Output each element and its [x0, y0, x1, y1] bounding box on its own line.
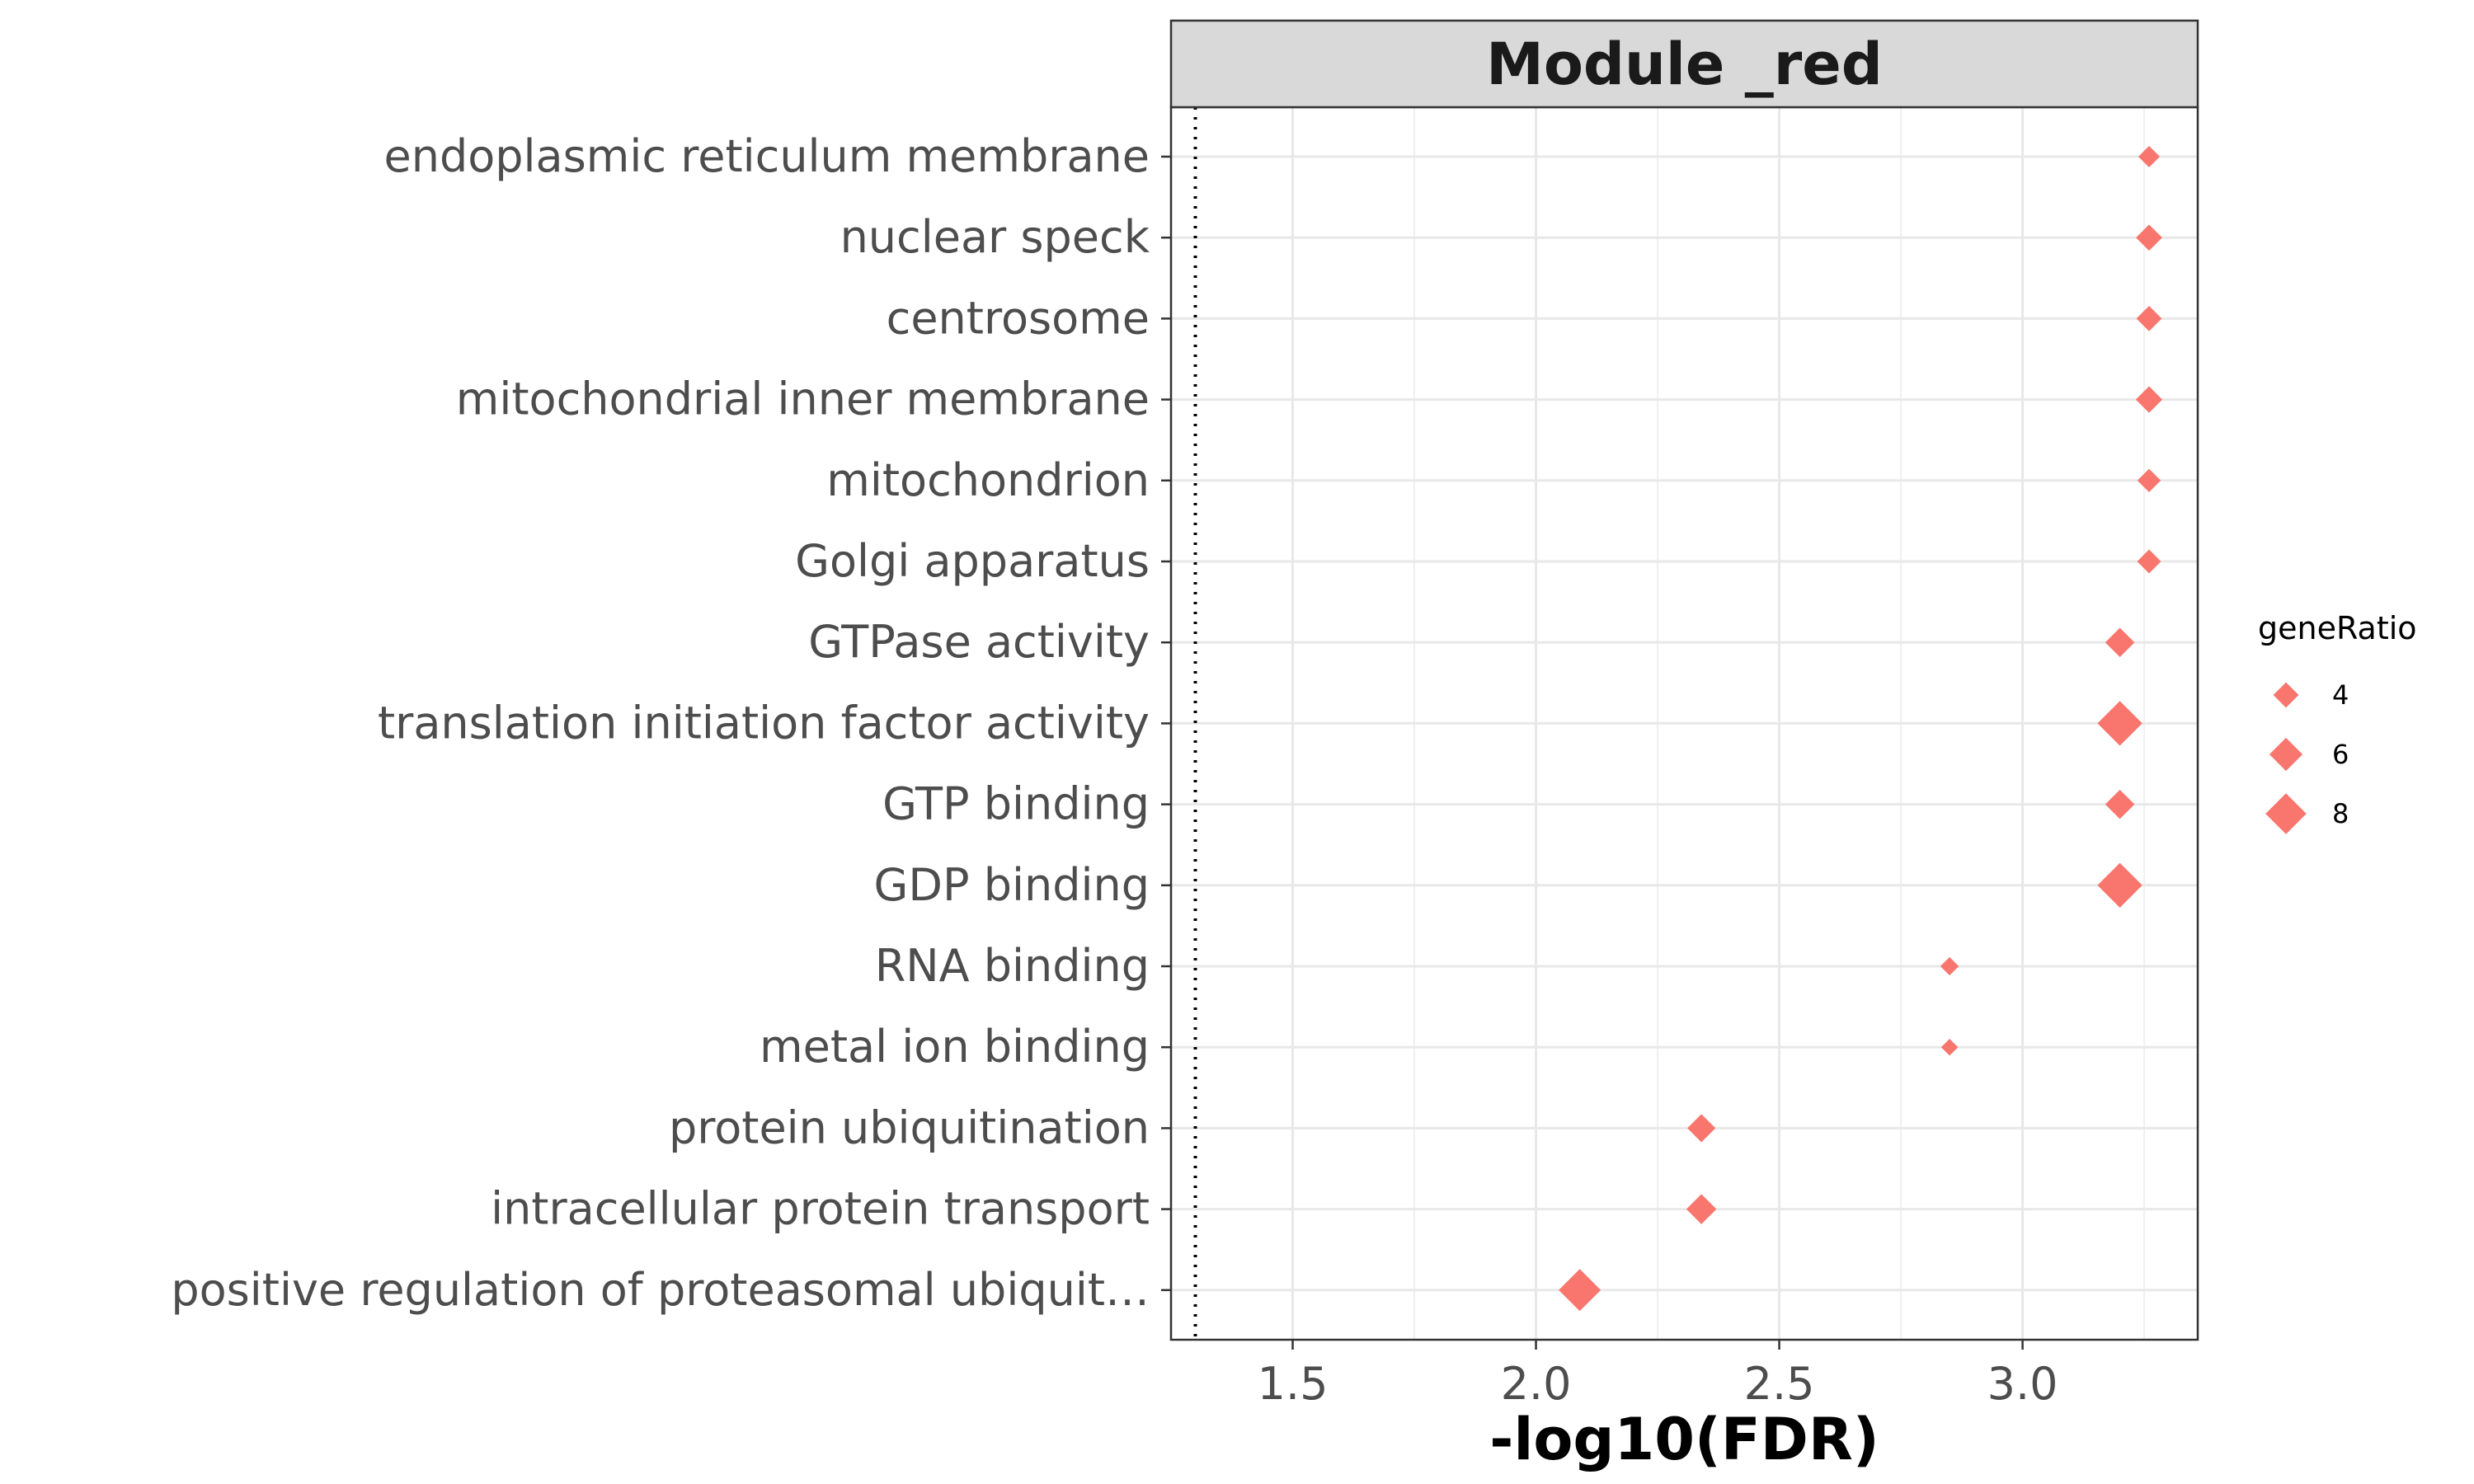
y-tick-label: nuclear speck — [840, 211, 1150, 263]
data-point-diamond — [2136, 306, 2162, 331]
data-point-diamond — [2105, 789, 2135, 819]
data-point-diamond — [2137, 468, 2161, 493]
y-tick-label: mitochondrial inner membrane — [456, 373, 1150, 425]
y-tick-label: metal ion binding — [760, 1021, 1150, 1073]
data-point-diamond — [2097, 701, 2142, 746]
data-point-diamond — [2135, 386, 2163, 413]
data-point-diamond — [1687, 1114, 1716, 1143]
y-tick-label: Golgi apparatus — [795, 535, 1150, 587]
y-axis: endoplasmic reticulum membrane nuclear sp… — [171, 130, 1171, 1316]
data-point-diamond — [2097, 862, 2142, 908]
x-tick-label: 2.5 — [1744, 1358, 1815, 1410]
data-point-diamond — [1940, 1038, 1959, 1056]
legend-key-diamond — [2273, 682, 2299, 708]
facet-strip — [1169, 19, 2199, 109]
grid-lines — [1171, 107, 2198, 1340]
legend-key-diamond — [2269, 737, 2303, 772]
legend-title: geneRatio — [2258, 610, 2417, 646]
x-tick-label: 1.5 — [1258, 1358, 1329, 1410]
legend-label: 8 — [2332, 798, 2349, 829]
y-tick-label: endoplasmic reticulum membrane — [384, 130, 1150, 182]
legend: geneRatio 4 6 8 — [2258, 610, 2417, 834]
y-tick-label: mitochondrion — [826, 454, 1150, 506]
data-points — [1559, 145, 2163, 1312]
x-tick-label: 3.0 — [1987, 1358, 2058, 1410]
data-point-diamond — [1559, 1269, 1602, 1312]
data-point-diamond — [2136, 224, 2162, 251]
x-axis: 1.5 2.0 2.5 3.0 — [1258, 1340, 2058, 1410]
y-tick-label: positive regulation of proteasomal ubiqu… — [171, 1264, 1150, 1316]
legend-key-diamond — [2265, 793, 2307, 834]
y-tick-label: GTP binding — [882, 778, 1150, 830]
y-tick-label: GDP binding — [874, 859, 1150, 911]
data-point-diamond — [2137, 549, 2161, 574]
x-axis-title: -log10(FDR) — [1489, 1406, 1879, 1473]
y-tick-label: RNA binding — [875, 940, 1150, 992]
facet-strip-title: Module _red — [1486, 31, 1883, 98]
x-tick-label: 2.0 — [1501, 1358, 1572, 1410]
y-tick-label: protein ubiquitination — [669, 1101, 1150, 1153]
legend-label: 6 — [2332, 739, 2349, 770]
data-point-diamond — [1940, 956, 1959, 976]
data-point-diamond — [1686, 1194, 1717, 1224]
y-tick-label: GTPase activity — [808, 616, 1150, 668]
y-tick-label: intracellular protein transport — [491, 1183, 1150, 1235]
y-tick-label: translation initiation factor activity — [378, 697, 1150, 749]
y-tick-label: centrosome — [887, 292, 1150, 344]
data-point-diamond — [2105, 627, 2135, 657]
data-point-diamond — [2138, 145, 2161, 168]
legend-label: 4 — [2332, 679, 2349, 711]
